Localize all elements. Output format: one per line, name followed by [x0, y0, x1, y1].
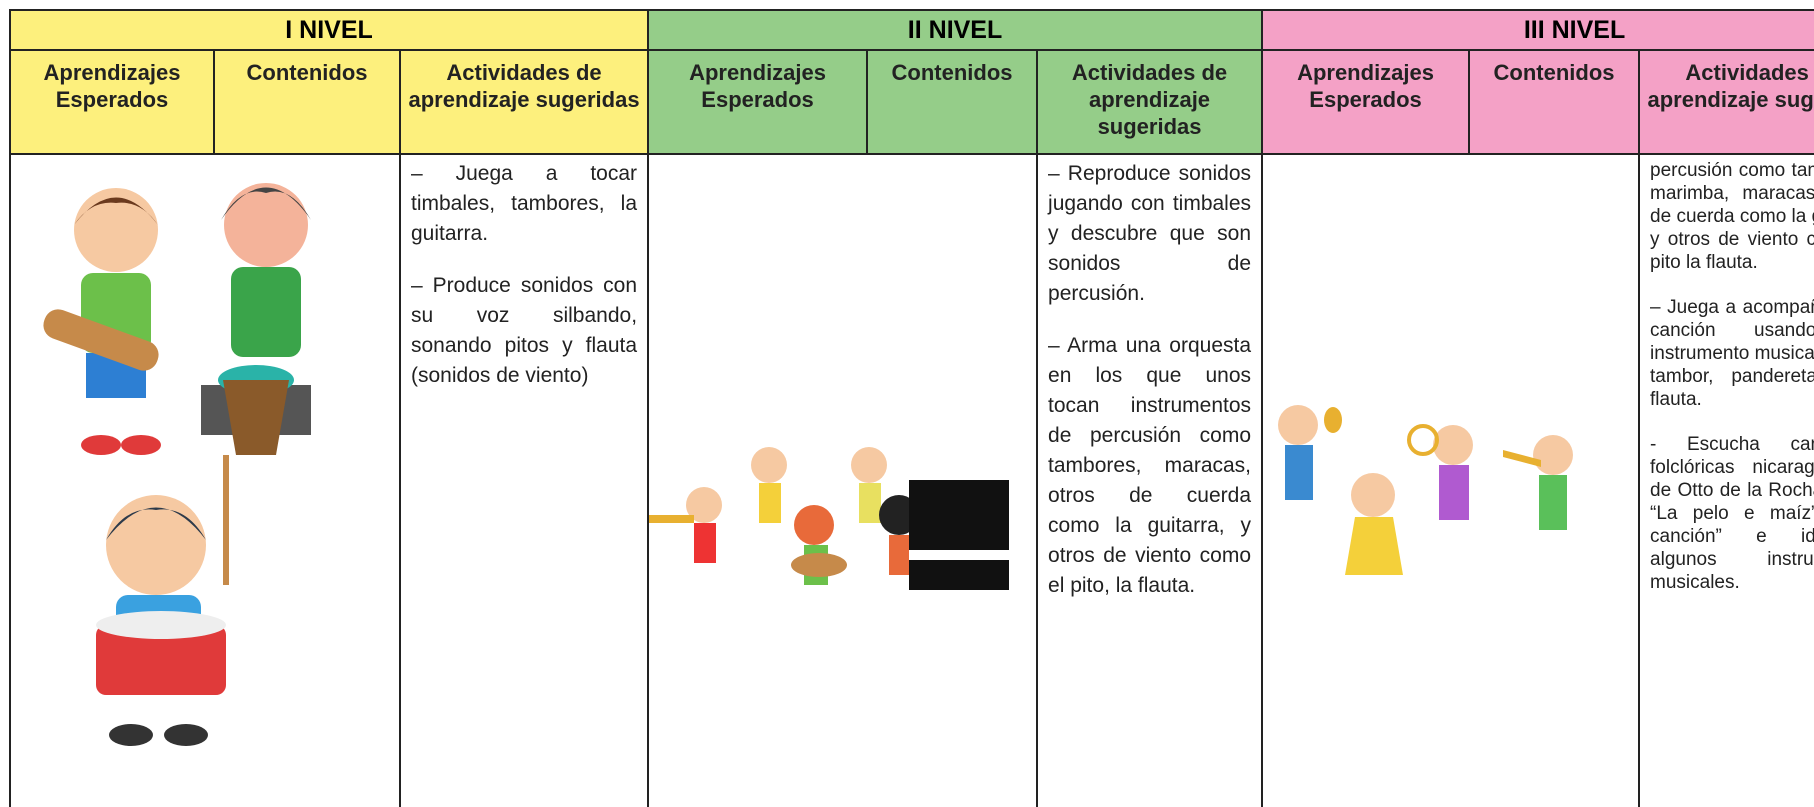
activity: – Produce sonidos con su voz silbando, s… — [411, 274, 638, 387]
level-title: III NIVEL — [1261, 9, 1814, 51]
column-header: Aprendizajes Esperados — [9, 49, 215, 155]
column-header: Contenidos — [866, 49, 1039, 155]
activity: – Juega a tocar timbales, tambores, la g… — [411, 162, 638, 245]
illustration — [649, 447, 1010, 590]
activities-cell: percusión como tambores, marimba, maraca… — [1638, 153, 1814, 807]
column-header: Actividades de aprendizaje sugeridas — [398, 49, 650, 155]
activity: – Reproduce sonidos jugando con timbales… — [1048, 162, 1252, 305]
column-header: Actividades de aprendizaje sugeridas — [1638, 49, 1814, 155]
column-header: Contenidos — [1468, 49, 1641, 155]
level-title: II NIVEL — [647, 9, 1264, 51]
image-cell — [647, 153, 1039, 807]
curriculum-table: I NIVEL II NIVEL III NIVEL Aprendizajes … — [9, 9, 1814, 807]
activity: – Arma una orquesta en los que unos toca… — [1048, 334, 1252, 597]
illustration — [43, 183, 311, 746]
column-header: Aprendizajes Esperados — [647, 49, 869, 155]
image-cell — [1261, 153, 1641, 807]
illustration — [1278, 405, 1574, 575]
activities-cell: – Juega a tocar timbales, tambores, la g… — [398, 153, 650, 807]
activity: - Escucha canciones folclóricas nicaragü… — [1650, 434, 1814, 593]
activity: – Juega a acompañar una canción usando u… — [1650, 297, 1814, 410]
activity: percusión como tambores, marimba, maraca… — [1650, 160, 1814, 273]
column-header: Contenidos — [213, 49, 401, 155]
image-cell — [9, 153, 401, 807]
activities-cell: – Reproduce sonidos jugando con timbales… — [1036, 153, 1264, 807]
page: I NIVEL II NIVEL III NIVEL Aprendizajes … — [9, 9, 1814, 807]
column-header: Actividades de aprendizaje sugeridas — [1036, 49, 1264, 155]
column-header: Aprendizajes Esperados — [1261, 49, 1471, 155]
level-title: I NIVEL — [9, 9, 650, 51]
